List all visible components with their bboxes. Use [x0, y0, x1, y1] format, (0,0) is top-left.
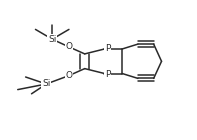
Text: Si: Si	[42, 80, 50, 88]
Text: P: P	[105, 44, 110, 53]
Text: Si: Si	[48, 35, 56, 44]
Text: O: O	[65, 42, 72, 51]
Text: O: O	[65, 71, 72, 80]
Text: P: P	[105, 70, 110, 79]
